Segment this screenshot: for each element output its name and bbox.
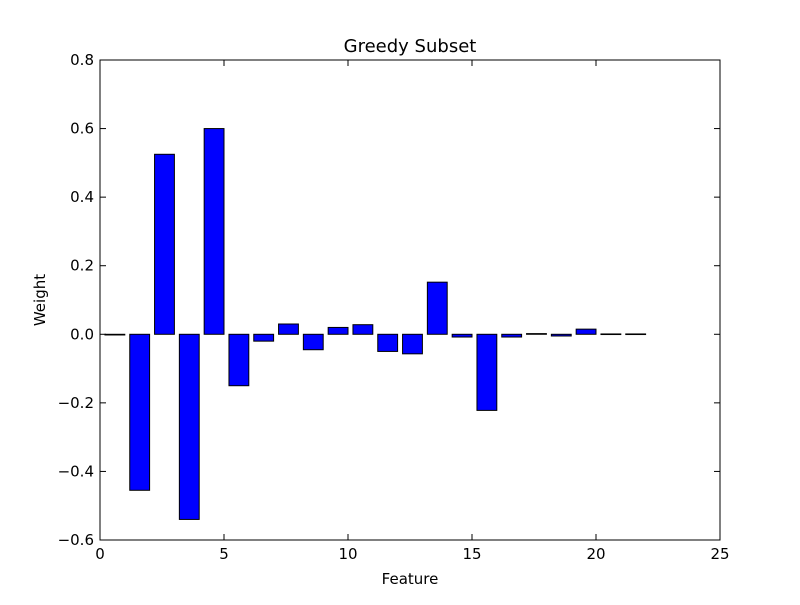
bar-feature-6 bbox=[253, 333, 275, 342]
bar-feature-0 bbox=[104, 333, 126, 336]
x-axis-label: Feature bbox=[382, 570, 439, 588]
x-tick-label: 10 bbox=[338, 545, 357, 563]
plot-frame bbox=[99, 59, 721, 541]
x-tick-label: 15 bbox=[462, 545, 481, 563]
bar-feature-9 bbox=[327, 326, 349, 335]
bar-feature-18 bbox=[550, 333, 572, 337]
y-axis-label: Weight bbox=[31, 274, 49, 326]
bar-feature-1 bbox=[129, 333, 151, 491]
bar-feature-10 bbox=[352, 324, 374, 335]
bar-feature-5 bbox=[228, 333, 250, 387]
bars-group bbox=[104, 128, 647, 520]
bar-feature-3 bbox=[178, 333, 200, 520]
y-tick-label: −0.4 bbox=[58, 462, 94, 480]
x-tick-label: 5 bbox=[219, 545, 229, 563]
x-tick-label: 25 bbox=[710, 545, 729, 563]
x-tick-label: 0 bbox=[95, 545, 105, 563]
chart-title: Greedy Subset bbox=[344, 36, 477, 57]
bar-feature-7 bbox=[278, 323, 299, 335]
y-tick-label: 0.2 bbox=[70, 257, 94, 275]
y-tick-label: −0.6 bbox=[58, 531, 94, 549]
bar-feature-2 bbox=[154, 153, 175, 335]
bar-feature-16 bbox=[501, 333, 523, 338]
y-tick-label: 0.4 bbox=[70, 188, 94, 206]
bar-feature-15 bbox=[476, 333, 498, 411]
bar-feature-11 bbox=[377, 333, 399, 352]
bar-feature-4 bbox=[203, 128, 225, 335]
bar-feature-14 bbox=[451, 333, 473, 338]
x-tick-label: 20 bbox=[586, 545, 605, 563]
bar-feature-21 bbox=[625, 333, 647, 336]
ticks-group: 0 5 10 15 20 25 −0.6 −0.4 −0.2 0.0 0.2 0.4 0.6 0.8 bbox=[58, 51, 730, 563]
y-tick-label: 0.6 bbox=[70, 120, 94, 138]
y-tick-label: −0.2 bbox=[58, 394, 94, 412]
y-tick-label: 0.0 bbox=[70, 325, 94, 343]
bar-feature-17 bbox=[526, 333, 547, 335]
y-tick-label: 0.8 bbox=[70, 51, 94, 69]
bar-feature-20 bbox=[600, 333, 622, 336]
bar-feature-19 bbox=[575, 328, 597, 335]
bar-feature-13 bbox=[426, 281, 448, 335]
bar-feature-12 bbox=[402, 333, 423, 355]
bar-feature-8 bbox=[302, 333, 324, 351]
